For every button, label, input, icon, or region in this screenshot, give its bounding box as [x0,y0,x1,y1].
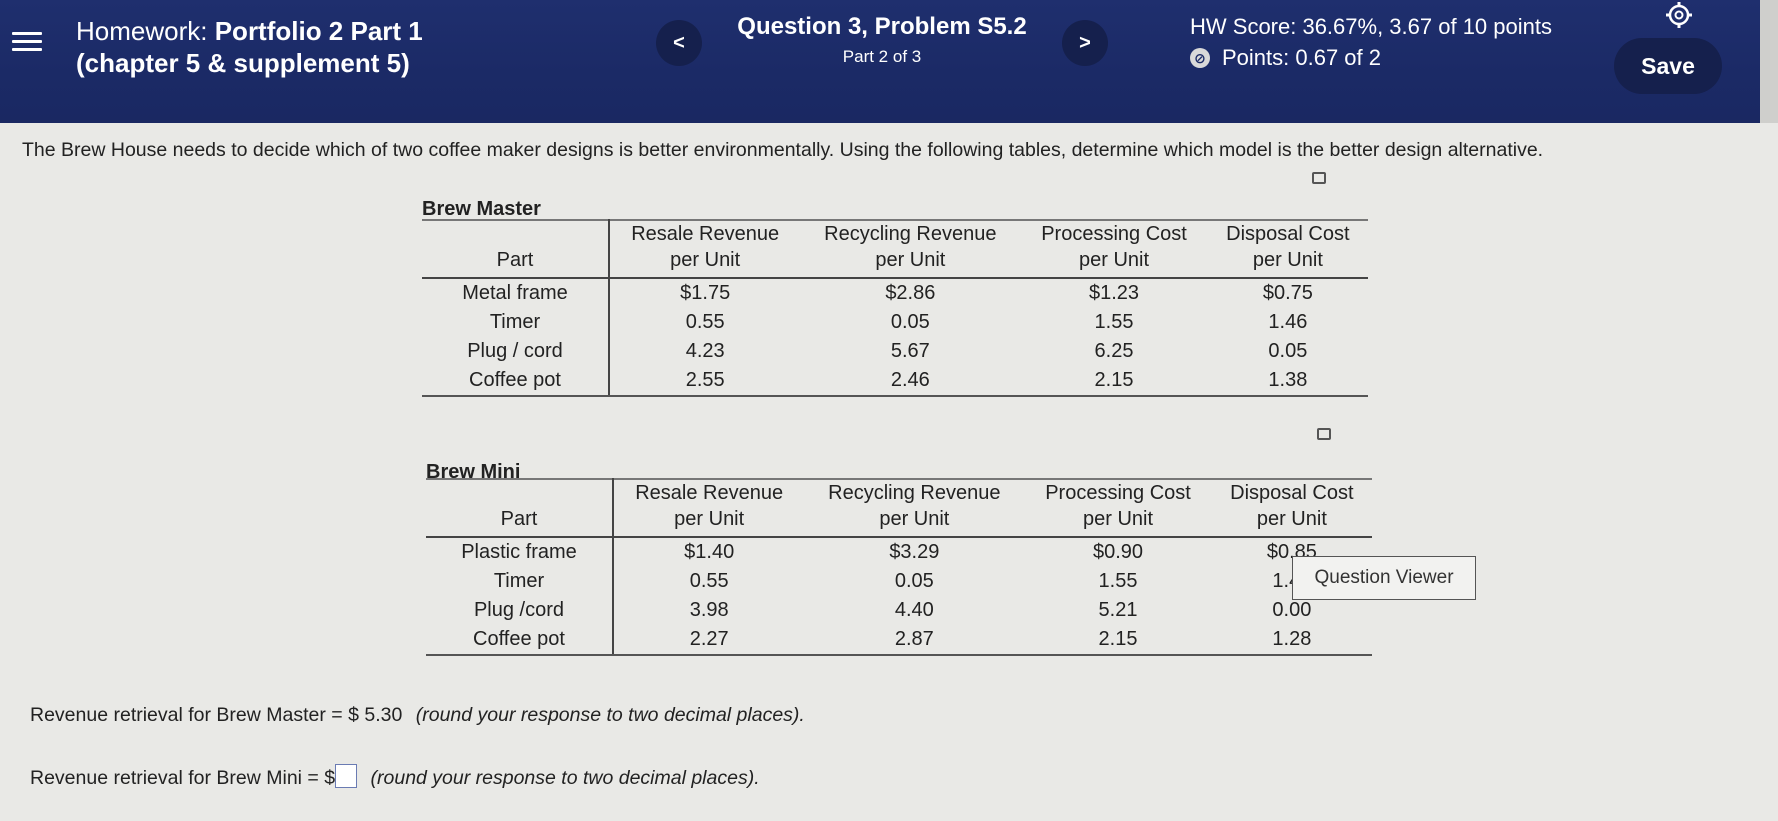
value-cell: 6.25 [1094,340,1134,362]
answer-brew-master: Revenue retrieval for Brew Master = $ 5.… [30,704,805,727]
scroll-gutter [1760,0,1778,123]
value-cell: 1.46 [1268,311,1308,333]
brew-mini-answer-input[interactable] [335,764,358,788]
column-header: Resale Revenue per Unit [609,220,801,279]
column-header: Part [426,479,614,538]
value-cell: 2.27 [613,625,805,656]
table-row: Coffee pot 2.55 2.46 2.15 1.38 [422,366,1368,397]
previous-question-button[interactable]: < [656,20,702,66]
table-title-brew-mini: Brew Mini [426,461,521,483]
part-name-cell: Coffee pot [422,366,610,397]
value-cell: 0.05 [1268,340,1308,362]
value-cell: 2.87 [804,625,1025,656]
question-part: Part 2 of 3 [842,47,922,66]
column-header: Disposal Cost per Unit [1211,479,1372,538]
value-cell: $1.75 [680,282,731,304]
value-cell: $0.75 [1262,282,1313,304]
column-header: Resale Revenue per Unit [613,479,805,538]
column-header: Recycling Revenue per Unit [804,479,1025,538]
expand-table-icon[interactable] [1317,428,1331,440]
problem-prompt: The Brew House needs to decide which of … [22,139,1544,161]
part-name-cell: Timer [426,567,614,596]
value-cell: 0.55 [689,570,729,592]
question-title: Question 3, Problem S5.2 [737,13,1027,40]
value-cell: 5.21 [1098,599,1138,621]
value-cell: 2.15 [1024,625,1212,656]
homework-subtitle: (chapter 5 & supplement 5) [76,48,410,78]
rounding-instruction: (round your response to two decimal plac… [370,767,760,789]
header-bar: Homework: Portfolio 2 Part 1 (chapter 5 … [0,0,1760,123]
save-button[interactable]: Save [1614,38,1722,94]
value-cell: 4.23 [685,340,725,362]
column-header: Part [422,220,610,279]
value-cell: 0.55 [685,311,725,333]
value-cell: 0.05 [890,311,930,333]
value-cell: 2.55 [609,366,801,397]
question-info: Question 3, Problem S5.2 Part 2 of 3 [720,13,1044,67]
gear-icon[interactable] [1664,0,1694,30]
brew-master-table: Part Resale Revenue per Unit Recycling Rev… [422,219,1368,397]
answer-brew-mini: Revenue retrieval for Brew Mini = $ (rou… [30,764,760,790]
value-cell: 2.46 [800,366,1021,397]
value-cell: 1.38 [1207,366,1368,397]
menu-icon[interactable] [12,28,42,54]
value-cell: 0.05 [894,570,934,592]
part-name-cell: Metal frame [422,278,610,308]
value-cell: 1.55 [1094,311,1134,333]
table-row: Plastic frame $1.40 $3.29 $0.90 $0.85 [426,537,1372,567]
expand-table-icon[interactable] [1312,172,1326,184]
brew-mini-table: Part Resale Revenue per Unit Recycling Rev… [426,478,1372,656]
table-row: Metal frame $1.75 $2.86 $1.23 $0.75 [422,278,1368,308]
value-cell: 5.67 [890,340,930,362]
value-cell: $3.29 [889,541,940,563]
hw-score: HW Score: 36.67%, 3.67 of 10 points [1190,14,1552,39]
column-header: Processing Cost per Unit [1024,479,1212,538]
table-row: Coffee pot 2.27 2.87 2.15 1.28 [426,625,1372,656]
value-cell: $1.40 [684,541,735,563]
answer-value-brew-master: 5.30 [364,704,403,726]
part-name-cell: Coffee pot [426,625,614,656]
part-name-cell: Plug / cord [422,337,610,366]
homework-title: Homework: Portfolio 2 Part 1 (chapter 5 … [76,15,423,79]
points-text: Points: 0.67 of 2 [1222,45,1381,70]
value-cell: 4.40 [894,599,934,621]
part-name-cell: Plug /cord [426,596,614,625]
table-row: Plug / cord 4.23 5.67 6.25 0.05 [422,337,1368,366]
value-cell: 1.55 [1098,570,1138,592]
part-name-cell: Plastic frame [426,537,614,567]
column-header: Disposal Cost per Unit [1207,220,1368,279]
homework-prefix: Homework: [76,16,208,46]
question-viewer-button[interactable]: Question Viewer [1292,556,1476,600]
table-title-brew-master: Brew Master [422,198,541,220]
value-cell: $1.23 [1088,282,1140,304]
rounding-instruction: (round your response to two decimal plac… [415,704,805,726]
value-cell: 0.00 [1272,599,1312,621]
next-question-button[interactable]: > [1062,20,1108,66]
value-cell: $0.90 [1092,541,1144,563]
partial-credit-icon: ⊘ [1190,48,1210,68]
value-cell: 3.98 [689,599,729,621]
value-cell: $2.86 [885,282,936,304]
part-name-cell: Timer [422,308,610,337]
points-row: ⊘ Points: 0.67 of 2 [1190,45,1381,71]
answer-label: Revenue retrieval for Brew Mini = $ [30,767,336,789]
homework-name: Portfolio 2 Part 1 [214,16,423,46]
column-header: Recycling Revenue per Unit [800,220,1021,279]
table-row: Plug /cord 3.98 4.40 5.21 0.00 [426,596,1372,625]
value-cell: 1.28 [1211,625,1372,656]
value-cell: 2.15 [1020,366,1208,397]
column-header: Processing Cost per Unit [1020,220,1208,279]
table-row: Timer 0.55 0.05 1.55 1.46 [422,308,1368,337]
answer-label: Revenue retrieval for Brew Master = $ [30,704,359,726]
